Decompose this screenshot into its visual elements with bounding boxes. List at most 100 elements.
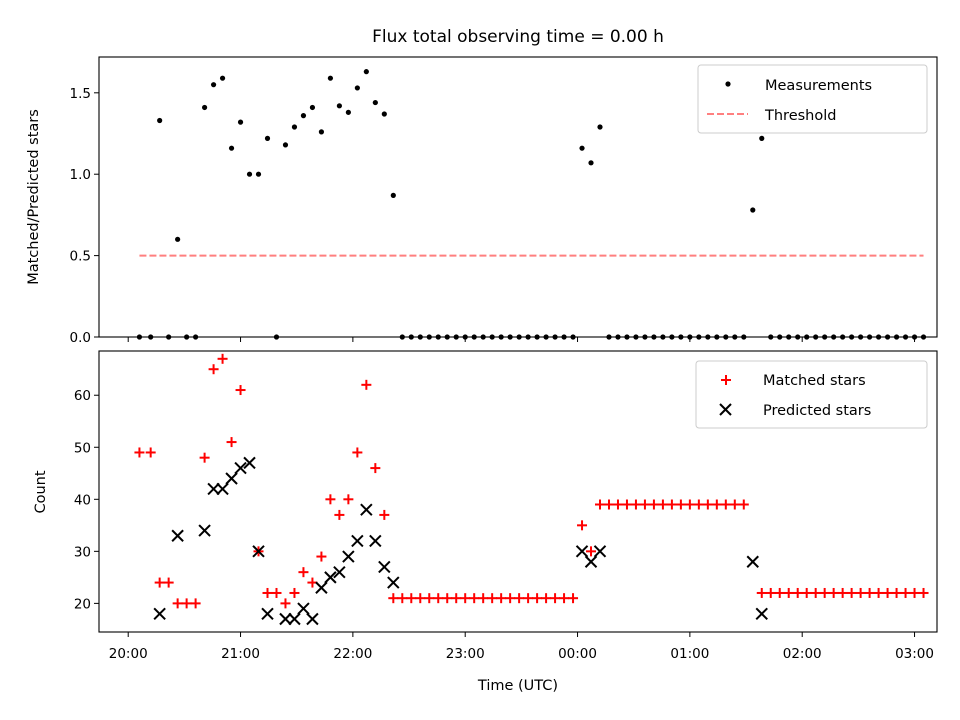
top-axes: Matched/Predicted stars 0.0 0.5 1.0 1.5 Mea… — [26, 56, 938, 346]
x-tick-label: 23:00 — [446, 646, 485, 662]
predicted-star-point — [198, 524, 211, 537]
matched-star-point — [226, 437, 237, 448]
measurement-point — [552, 334, 558, 340]
predicted-star-point — [369, 534, 382, 548]
predicted-star-point — [575, 545, 589, 558]
top-legend-box — [697, 64, 928, 134]
measurement-point — [453, 334, 459, 340]
measurement-point — [705, 334, 711, 340]
predicted-star-point — [342, 550, 355, 563]
measurement-point — [390, 192, 396, 198]
bottom-y-tick-label: 50 — [74, 440, 91, 456]
matched-star-point — [514, 593, 525, 604]
measurements-legend-marker — [725, 81, 731, 87]
matched-star-point — [595, 499, 606, 510]
matched-star-point — [702, 499, 713, 510]
x-tick-label: 02:00 — [783, 646, 822, 662]
matched-star-point — [630, 499, 641, 510]
matched-star-point — [550, 593, 561, 604]
predicted-star-point — [306, 612, 319, 626]
x-tick-label: 03:00 — [895, 646, 934, 662]
measurement-point — [336, 103, 342, 109]
bottom-plot-marks — [134, 353, 929, 626]
matched-star-point — [765, 587, 776, 598]
measurement-point — [858, 334, 864, 340]
matched-star-point — [424, 593, 435, 604]
measurement-point — [687, 334, 693, 340]
matched-star-point — [738, 499, 749, 510]
predicted-star-point — [755, 607, 768, 620]
matched-star-point — [289, 587, 300, 598]
matched-star-point — [298, 567, 309, 578]
measurement-point — [813, 334, 819, 340]
measurement-point — [543, 334, 549, 340]
measurement-point — [902, 334, 909, 340]
measurement-point — [911, 334, 918, 340]
measurement-point — [300, 113, 307, 119]
matched-star-point — [756, 587, 767, 598]
measurement-point — [525, 334, 531, 340]
matched-star-point — [621, 499, 632, 510]
top-y-tick-label: 0.5 — [70, 249, 91, 265]
measurement-point — [175, 236, 181, 242]
matched-star-point — [810, 587, 821, 598]
matched-star-point — [199, 452, 210, 463]
matched-star-point — [523, 593, 534, 604]
measurement-point — [633, 334, 639, 340]
matched-star-point — [783, 587, 794, 598]
matched-star-point — [729, 499, 740, 510]
predicted-star-point — [351, 534, 364, 548]
measurement-point — [255, 171, 262, 177]
matched-star-point — [154, 577, 165, 588]
bottom-axes-frame — [98, 350, 938, 633]
measurement-point — [228, 145, 235, 151]
matched-star-point — [334, 509, 345, 520]
matched-star-point — [684, 499, 695, 510]
matched-star-point — [837, 587, 848, 598]
predicted-star-point — [153, 607, 166, 620]
bottom-x-axis-label: Time (UTC) — [477, 678, 558, 694]
measurement-point — [768, 334, 774, 340]
matched-star-point — [172, 598, 183, 609]
measurement-point — [157, 117, 163, 124]
matched-star-point — [235, 385, 246, 396]
matched-star-point — [891, 587, 902, 598]
matched-star-point — [666, 499, 677, 510]
matched-star-point — [855, 587, 866, 598]
measurement-point — [166, 334, 172, 340]
measurement-point — [606, 334, 612, 340]
top-y-axis-label: Matched/Predicted stars — [26, 109, 42, 285]
predicted-star-point — [216, 482, 229, 496]
matched-star-point — [280, 598, 291, 609]
measurement-point — [408, 334, 414, 340]
measurement-point — [723, 334, 729, 340]
matched-star-point — [469, 593, 480, 604]
matched-star-point — [828, 587, 839, 598]
measurement-point — [417, 334, 423, 340]
measurement-point — [678, 334, 684, 340]
matched-star-point — [451, 593, 462, 604]
legend-measurements: Measurements — [765, 78, 872, 94]
matched-star-point — [352, 447, 363, 458]
bottom-y-tick-label: 60 — [74, 388, 91, 404]
legend-threshold: Threshold — [764, 108, 836, 124]
matched-star-point — [657, 499, 668, 510]
predicted-star-point — [315, 581, 328, 594]
measurement-point — [318, 129, 325, 135]
measurement-point — [597, 124, 603, 130]
measurement-point — [354, 85, 360, 91]
measurement-point — [399, 334, 405, 340]
x-tick-label: 21:00 — [221, 646, 260, 662]
matched-star-point — [720, 499, 731, 510]
matched-star-point — [217, 353, 228, 364]
matched-star-point — [711, 499, 722, 510]
matched-star-point — [846, 587, 857, 598]
bottom-y-ticks: 20 30 40 50 60 — [74, 388, 99, 612]
measurement-point — [741, 334, 747, 340]
matched-star-point — [487, 593, 498, 604]
measurement-point — [426, 334, 432, 340]
predicted-star-point — [378, 560, 391, 574]
measurement-point — [507, 334, 513, 340]
measurement-point — [498, 334, 504, 340]
